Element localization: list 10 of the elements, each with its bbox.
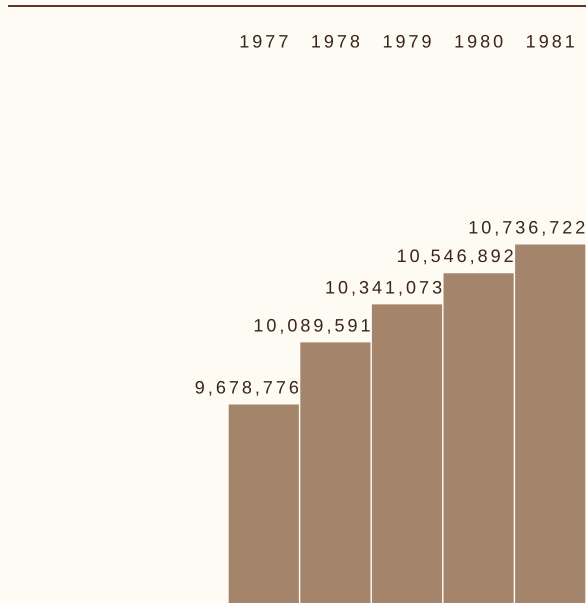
x-tick-label: 1978: [310, 31, 363, 52]
x-tick-label: 1980: [454, 31, 506, 52]
data-label: 10,341,073: [324, 277, 446, 298]
x-tick-label: 1981: [526, 31, 578, 52]
data-label: 10,736,722: [468, 217, 586, 238]
data-label: 9,678,776: [194, 378, 302, 398]
data-label: 10,089,591: [253, 315, 374, 336]
x-tick-label: 1977: [239, 31, 292, 52]
x-tick-label: 1979: [382, 31, 435, 52]
data-label: 10,546,892: [396, 246, 517, 266]
